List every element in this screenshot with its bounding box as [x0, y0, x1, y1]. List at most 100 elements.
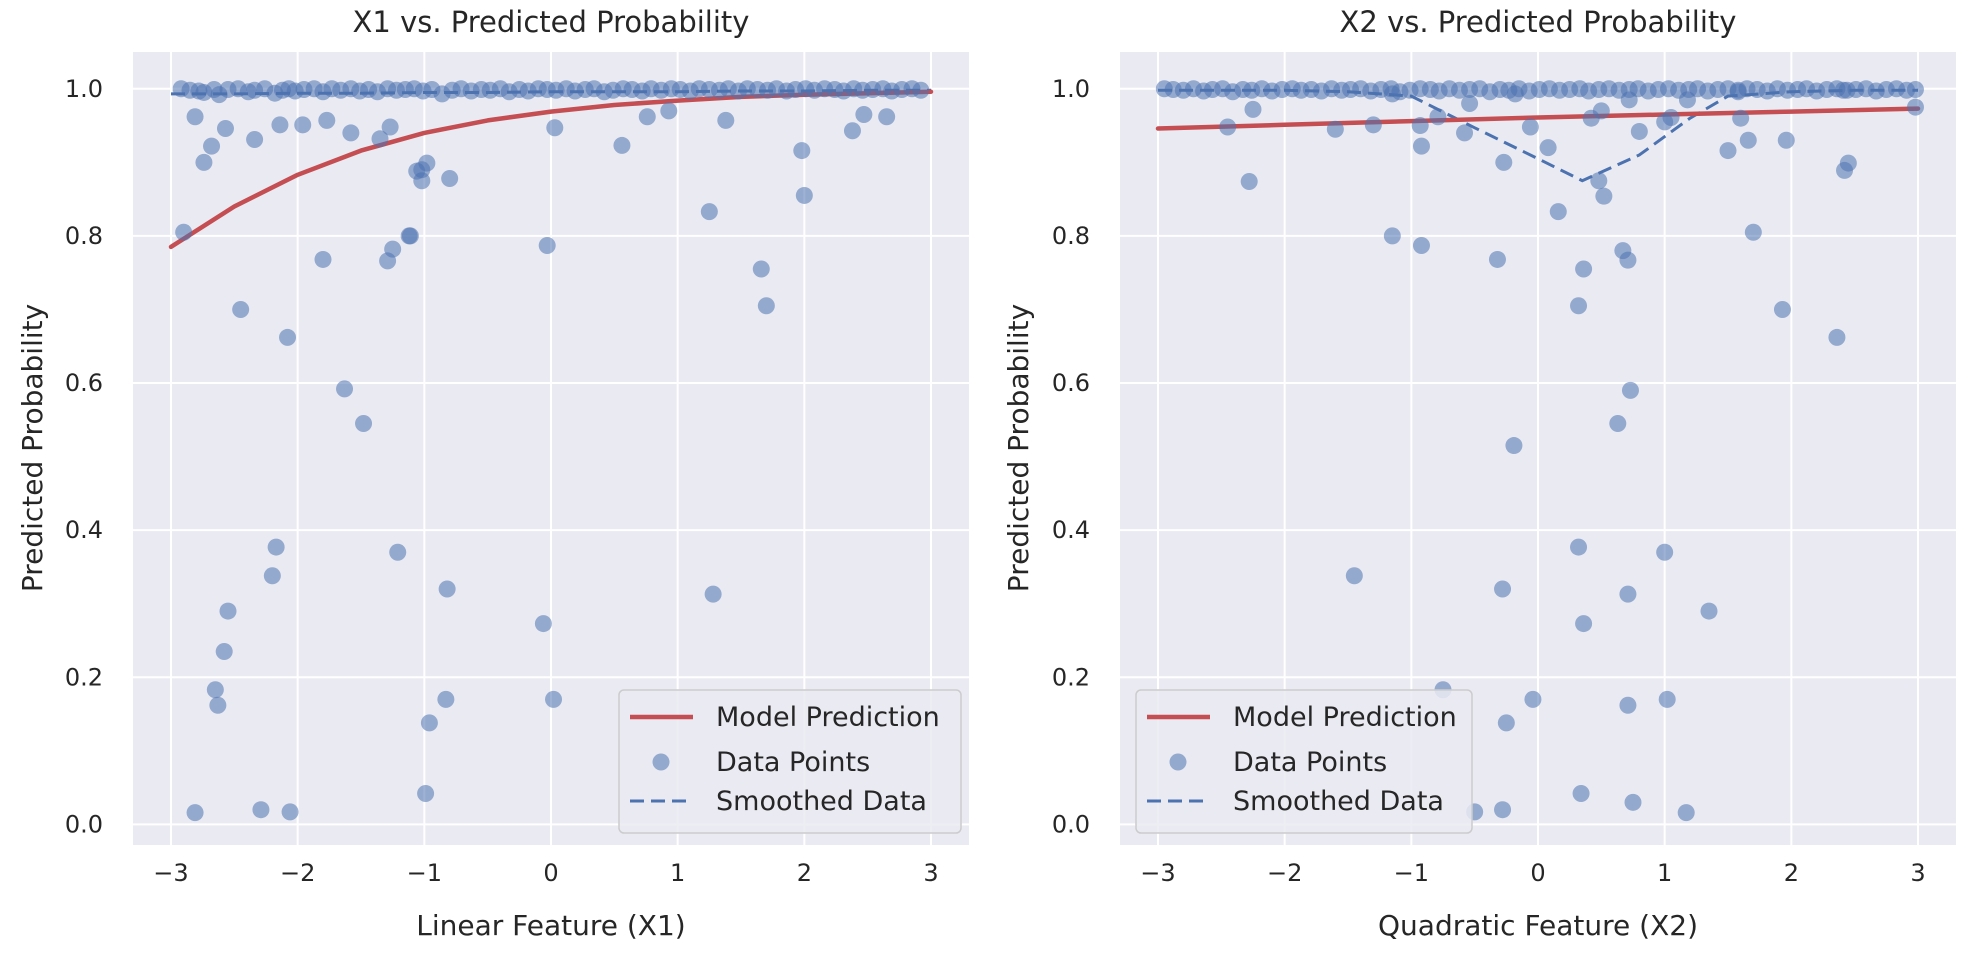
data-point-right [1429, 108, 1447, 126]
data-point-left [384, 240, 402, 258]
data-point-right [1524, 690, 1542, 708]
data-point-right [1572, 785, 1590, 803]
data-point-right [1906, 98, 1924, 116]
data-point-left [438, 580, 456, 598]
scatter-points-left [172, 80, 930, 822]
data-point-left [660, 102, 678, 120]
data-point-left [717, 111, 735, 129]
data-point-left [215, 643, 233, 661]
data-point-right [1700, 602, 1718, 620]
data-point-right [1620, 91, 1638, 109]
data-point-left [246, 131, 264, 149]
data-point-left [878, 108, 896, 126]
data-point-right [1539, 139, 1557, 157]
data-point-left [294, 116, 312, 134]
data-point-right [1575, 615, 1593, 633]
y-axis-label-left: Predicted Probability [16, 304, 49, 592]
data-point-right [1656, 543, 1674, 561]
y-tick-label-left: 1.0 [65, 75, 103, 103]
data-point-right [1619, 696, 1637, 714]
data-point-left [700, 203, 718, 221]
data-point-right [1729, 83, 1747, 101]
legend-smooth-label-right: Smoothed Data [1233, 786, 1444, 817]
data-point-left [855, 106, 873, 124]
data-point-left [318, 111, 336, 129]
data-point-left [793, 142, 811, 160]
y-axis-label-right: Predicted Probability [1002, 304, 1035, 592]
data-point-right [1505, 437, 1523, 455]
x-tick-label-left: −2 [280, 859, 315, 887]
data-point-right [1828, 328, 1846, 346]
y-ticks-left: 0.0 0.2 0.4 0.6 0.8 1.0 [65, 75, 103, 839]
legend-right: Model Prediction Data Points Smoothed Da… [1135, 689, 1473, 834]
data-point-right [1219, 118, 1237, 136]
data-point-right [1621, 381, 1639, 399]
y-ticks-right: 0.0 0.2 0.4 0.6 0.8 1.0 [1052, 75, 1090, 839]
y-tick-label-left: 0.2 [65, 663, 103, 691]
legend-model-label-right: Model Prediction [1233, 702, 1457, 733]
data-point-right [1619, 251, 1637, 269]
x-tick-label-right: 3 [1910, 859, 1925, 887]
data-point-left [371, 130, 389, 148]
y-tick-label-right: 1.0 [1052, 75, 1090, 103]
data-point-left [281, 803, 299, 821]
data-point-right [1619, 585, 1637, 603]
data-point-left [413, 161, 431, 179]
data-point-right [1719, 142, 1737, 160]
data-point-right [1592, 102, 1610, 120]
data-point-right [1570, 297, 1588, 315]
x-tick-label-right: −1 [1394, 859, 1429, 887]
data-point-right [1412, 236, 1430, 254]
x-axis-label-right: Quadratic Feature (X2) [1378, 909, 1698, 942]
data-point-left [186, 804, 204, 822]
data-point-right [1240, 172, 1258, 190]
data-point-left [704, 585, 722, 603]
data-point-left [252, 801, 270, 819]
data-point-left [336, 380, 354, 398]
x-tick-label-right: 0 [1530, 859, 1545, 887]
legend-frame-left [618, 689, 962, 834]
chart-title-left: X1 vs. Predicted Probability [353, 5, 750, 39]
data-point-right [1658, 690, 1676, 708]
data-point-left [420, 714, 438, 732]
data-point-left [186, 108, 204, 126]
data-point-right [1656, 113, 1674, 131]
x-tick-label-left: 3 [923, 859, 938, 887]
data-point-right [1777, 131, 1795, 149]
data-point-left [441, 170, 459, 188]
data-point-right [1549, 203, 1567, 221]
data-point-left [538, 236, 556, 254]
data-point-right [1345, 567, 1363, 585]
legend-points-label-right: Data Points [1233, 747, 1387, 778]
x-tick-label-left: 0 [543, 859, 558, 887]
y-tick-label-right: 0.4 [1052, 516, 1090, 544]
data-point-right [1461, 94, 1479, 112]
x-tick-label-right: 2 [1784, 859, 1799, 887]
legend-smooth-label-left: Smoothed Data [716, 786, 927, 817]
data-point-left [389, 543, 407, 561]
subplot-right: −3 −2 −1 0 1 2 3 0.0 0.2 0.4 0.6 0.8 1.0 X2 vs. Pre… [1002, 5, 1956, 942]
legend-frame-right [1135, 689, 1473, 834]
model-prediction-line-right [1155, 106, 1921, 131]
data-point-left [534, 615, 552, 633]
data-point-left [546, 119, 564, 137]
data-point-left [314, 250, 332, 268]
data-point-left [175, 223, 193, 241]
data-point-right [1595, 187, 1613, 205]
data-point-left [400, 227, 418, 245]
x-tick-label-left: 1 [670, 859, 685, 887]
data-point-left [613, 136, 631, 154]
data-point-right [1609, 414, 1627, 432]
data-point-right [1383, 227, 1401, 245]
data-point-left [267, 538, 285, 556]
data-point-right [1497, 714, 1515, 732]
data-point-right [1590, 172, 1608, 190]
data-point-left [342, 124, 360, 142]
data-point-left [545, 690, 563, 708]
data-point-right [1732, 109, 1750, 127]
data-point-left [263, 567, 281, 585]
x-tick-label-right: 1 [1657, 859, 1672, 887]
data-point-left [232, 300, 250, 318]
data-point-left [203, 137, 221, 155]
